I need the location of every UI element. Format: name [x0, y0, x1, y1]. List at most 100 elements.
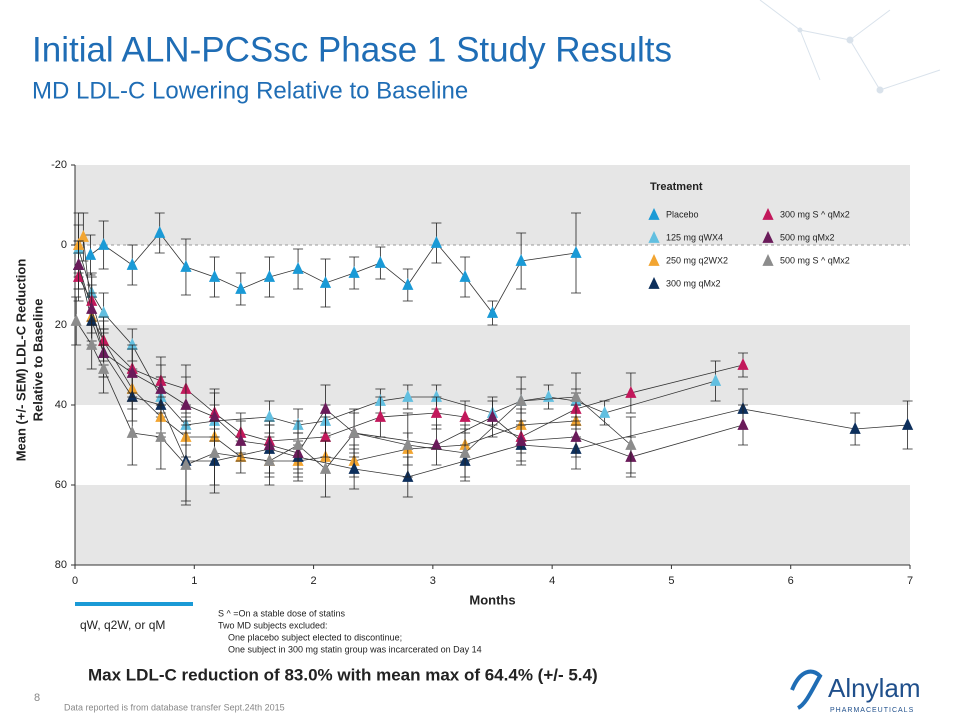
marker: [902, 418, 914, 430]
x-tick-label: 2: [311, 575, 317, 587]
legend-marker: [762, 208, 774, 220]
legend-marker: [648, 254, 660, 266]
marker: [263, 454, 276, 466]
x-tick-label: 7: [907, 575, 913, 587]
legend-label: 500 mg S ^ qMx2: [780, 255, 850, 265]
slide-subtitle: MD LDL-C Lowering Relative to Baseline: [32, 77, 468, 104]
marker: [84, 248, 97, 260]
slide-title: Initial ALN-PCSsc Phase 1 Study Results: [32, 30, 672, 69]
legend-label: 250 mg q2WX2: [666, 255, 728, 265]
marker: [155, 430, 167, 442]
x-axis-title: Months: [469, 592, 515, 607]
marker: [208, 410, 221, 422]
legend-marker: [648, 208, 660, 220]
legend-marker: [648, 277, 660, 289]
marker: [348, 462, 360, 474]
marker: [319, 462, 332, 474]
legend-label: 500 mg qMx2: [780, 232, 835, 242]
marker: [570, 246, 582, 258]
marker: [292, 438, 304, 450]
marker: [263, 270, 276, 282]
marker: [98, 238, 110, 250]
marker: [709, 374, 722, 386]
marker: [235, 282, 247, 294]
marker: [599, 406, 611, 418]
y-tick-label: 80: [55, 559, 67, 571]
band: [75, 485, 910, 565]
y-tick-label: -20: [51, 159, 67, 171]
marker: [86, 338, 98, 350]
marker: [77, 230, 89, 242]
band: [75, 325, 910, 405]
x-tick-label: 3: [430, 575, 436, 587]
marker: [126, 258, 138, 270]
legend-label: 300 mg S ^ qMx2: [780, 209, 850, 219]
marker: [180, 260, 192, 272]
x-tick-label: 5: [668, 575, 674, 587]
marker: [515, 434, 527, 446]
legend-marker: [762, 254, 774, 266]
y-tick-label: 40: [55, 399, 67, 411]
y-axis-title: Mean (+/- SEM) LDL-C Reduction: [13, 259, 28, 462]
marker: [208, 270, 221, 282]
marker: [570, 390, 582, 402]
marker: [86, 302, 98, 314]
marker: [319, 276, 332, 288]
marker: [235, 434, 247, 446]
marker: [374, 256, 386, 268]
series-line: [78, 264, 744, 458]
logo: Alnylam: [828, 673, 920, 703]
marker: [430, 438, 443, 450]
marker: [208, 446, 221, 458]
legend-label: 125 mg qWX4: [666, 232, 723, 242]
marker: [98, 306, 110, 318]
marker: [374, 410, 386, 422]
marker: [625, 438, 637, 450]
footnote: Two MD subjects excluded:: [218, 620, 328, 630]
marker: [402, 390, 414, 402]
marker: [154, 226, 166, 238]
logo-mark: [790, 669, 823, 710]
marker: [459, 270, 471, 282]
chart: -20 0 20 40 60 80 0 1 2 3 4 5 6 7 Months Mean (+/- SEM)…: [13, 159, 914, 607]
marker: [486, 410, 499, 422]
series-line: [90, 232, 577, 314]
band: [75, 165, 910, 245]
marker: [348, 266, 360, 278]
marker: [70, 314, 82, 326]
page-number: 8: [34, 692, 40, 704]
marker: [459, 410, 471, 422]
marker: [319, 402, 332, 414]
marker: [180, 398, 192, 410]
x-tick-label: 0: [72, 575, 78, 587]
dosing-note: qW, q2W, or qM: [80, 618, 165, 632]
logo-sub: PHARMACEUTICALS: [830, 707, 914, 714]
footnote: One subject in 300 mg statin group was i…: [228, 644, 482, 654]
marker: [155, 382, 167, 394]
marker: [486, 306, 499, 318]
marker: [292, 262, 304, 274]
marker: [98, 362, 110, 374]
y-tick-label: 20: [55, 319, 67, 331]
legend-label: 300 mg qMx2: [666, 278, 721, 288]
marker: [430, 406, 443, 418]
footnote: One placebo subject elected to discontin…: [228, 632, 402, 642]
marker: [570, 430, 582, 442]
marker: [72, 258, 85, 270]
marker: [737, 358, 749, 370]
conclusion: Max LDL-C reduction of 83.0% with mean m…: [88, 665, 598, 684]
marker: [126, 338, 138, 350]
marker: [180, 458, 192, 470]
marker: [126, 366, 138, 378]
series-line: [75, 320, 632, 470]
y-axis-title: Relative to Baseline: [30, 299, 45, 422]
marker: [348, 426, 360, 438]
marker: [430, 236, 443, 248]
footnote: S ^ =On a stable dose of statins: [218, 608, 346, 618]
marker: [459, 446, 471, 458]
x-tick-label: 1: [191, 575, 197, 587]
marker: [515, 254, 527, 266]
marker: [126, 426, 138, 438]
legend-label: Placebo: [666, 209, 699, 219]
legend-marker: [648, 231, 660, 243]
